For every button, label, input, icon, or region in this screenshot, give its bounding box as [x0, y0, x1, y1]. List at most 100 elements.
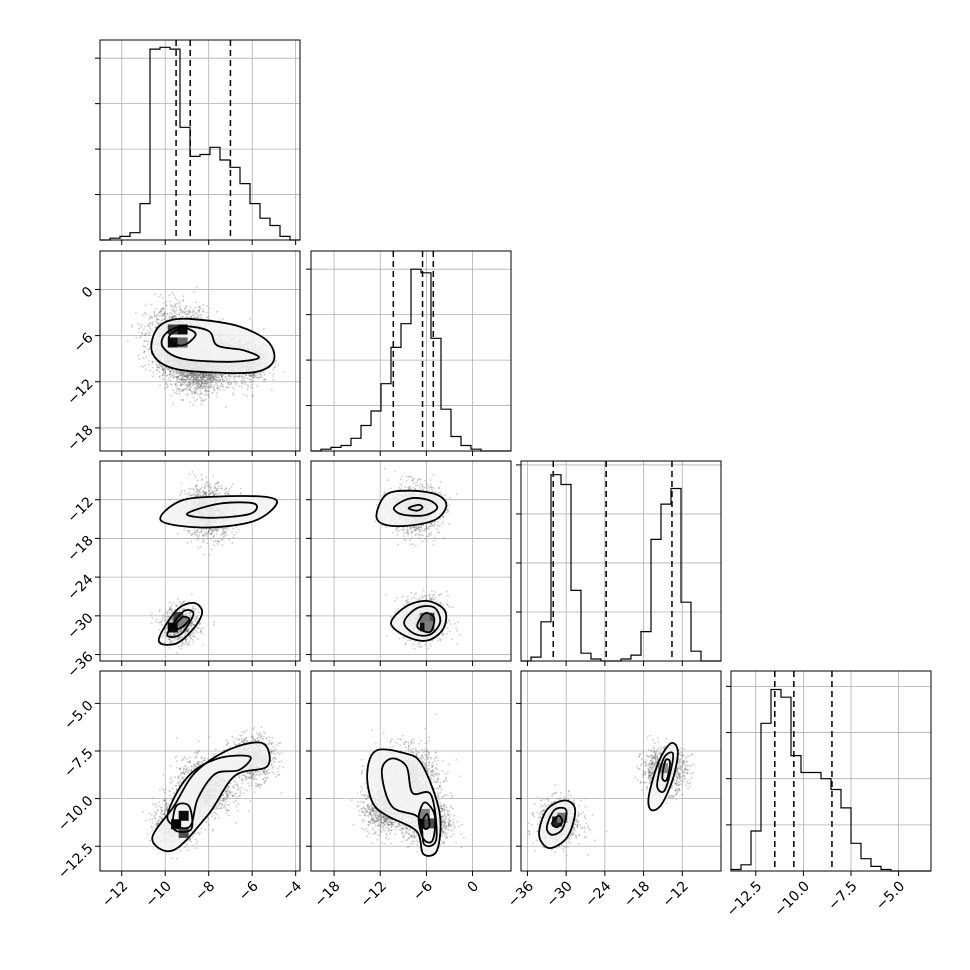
sample-point	[189, 371, 192, 374]
sample-point	[259, 376, 261, 379]
sample-point	[130, 324, 133, 326]
sample-point	[197, 380, 199, 383]
sample-point	[242, 381, 245, 384]
sample-point	[223, 379, 226, 382]
sample-point	[176, 375, 179, 378]
sample-point	[176, 384, 179, 387]
sample-point	[215, 378, 218, 380]
sample-point	[208, 377, 211, 380]
sample-point	[216, 388, 219, 391]
sample-point	[176, 302, 178, 305]
sample-point	[171, 308, 174, 311]
sample-point	[156, 321, 159, 324]
sample-point	[138, 358, 141, 360]
sample-point	[166, 375, 169, 377]
sample-point	[158, 323, 161, 325]
sample-point	[218, 379, 221, 381]
sample-point	[161, 365, 164, 368]
sample-point	[192, 374, 195, 377]
sample-point	[181, 372, 183, 375]
sample-point	[163, 318, 166, 321]
sample-point	[209, 375, 212, 377]
sample-point	[220, 382, 223, 384]
sample-point	[282, 370, 285, 373]
sample-point	[178, 313, 181, 315]
sample-point	[172, 315, 175, 318]
sample-point	[200, 403, 203, 405]
sample-point	[166, 312, 168, 315]
sample-point	[215, 382, 218, 384]
sample-point	[240, 380, 243, 382]
sample-point	[201, 376, 204, 378]
sample-point	[148, 334, 151, 337]
sample-point	[199, 376, 202, 379]
sample-point	[213, 389, 216, 392]
sample-point	[148, 317, 151, 320]
sample-point	[182, 373, 185, 376]
sample-point	[207, 375, 210, 378]
sample-point	[161, 374, 164, 377]
sample-point	[181, 384, 184, 386]
sample-point	[160, 319, 163, 322]
sample-point	[174, 315, 177, 317]
sample-point	[198, 373, 201, 376]
sample-point	[223, 380, 225, 383]
sample-point	[191, 375, 194, 378]
sample-point	[274, 362, 277, 365]
sample-point	[153, 311, 156, 314]
sample-point	[197, 381, 200, 383]
hist-panel-3	[726, 670, 932, 876]
sample-point	[162, 367, 165, 370]
sample-point	[212, 376, 215, 379]
sample-point	[182, 374, 185, 377]
sample-point	[174, 383, 177, 386]
sample-point	[185, 304, 188, 307]
sample-point	[201, 382, 204, 384]
sample-point	[264, 378, 267, 381]
sample-point	[179, 309, 182, 311]
sample-point	[212, 377, 215, 380]
sample-point	[209, 377, 212, 380]
sample-point	[160, 308, 162, 311]
sample-point	[197, 310, 200, 312]
sample-point	[207, 394, 210, 397]
sample-point	[200, 392, 203, 395]
sample-point	[189, 311, 192, 313]
sample-point	[201, 376, 204, 379]
sample-point	[182, 298, 185, 301]
sample-point	[178, 302, 181, 305]
sample-point	[184, 311, 186, 314]
sample-point	[182, 373, 184, 375]
sample-point	[249, 375, 252, 377]
sample-point	[213, 384, 216, 386]
sample-point	[207, 378, 209, 381]
sample-point	[192, 314, 195, 317]
sample-point	[202, 378, 205, 381]
sample-point	[220, 383, 223, 385]
sample-point	[164, 367, 167, 369]
sample-point	[187, 311, 190, 314]
sample-point	[211, 376, 213, 378]
sample-point	[193, 382, 196, 384]
sample-point	[200, 383, 203, 386]
sample-point	[154, 326, 157, 329]
sample-point	[190, 371, 193, 374]
sample-point	[202, 374, 204, 377]
sample-point	[240, 381, 243, 384]
sample-point	[183, 375, 186, 378]
sample-point	[179, 306, 181, 309]
sample-point	[149, 321, 151, 324]
sample-point	[209, 374, 212, 376]
sample-point	[137, 354, 140, 357]
sample-point	[219, 373, 222, 376]
sample-point	[168, 373, 171, 376]
sample-point	[202, 372, 205, 375]
sample-point	[188, 383, 191, 386]
sample-point	[200, 382, 203, 384]
sample-point	[192, 371, 194, 374]
sample-point	[150, 315, 153, 318]
sample-point	[174, 296, 177, 299]
sample-point	[170, 368, 173, 371]
sample-point	[192, 309, 195, 312]
sample-point	[164, 312, 166, 315]
